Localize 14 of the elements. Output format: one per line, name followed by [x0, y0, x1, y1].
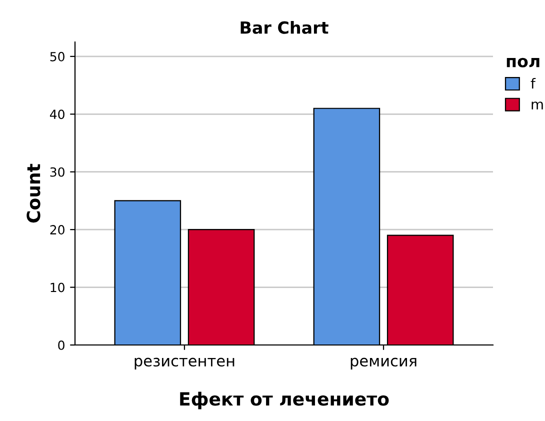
y-tick-label: 10: [50, 282, 64, 292]
legend-label: f: [530, 78, 536, 89]
legend-title: пол: [506, 58, 540, 68]
y-axis-title: Count: [26, 164, 40, 223]
y-tick-label: 40: [50, 110, 64, 120]
y-tick-label: 50: [50, 52, 64, 62]
y-tick-label: 0: [58, 340, 64, 350]
legend-label: m: [532, 102, 543, 110]
y-tick-label: 20: [50, 225, 64, 234]
chart-title: Bar Chart: [240, 21, 328, 34]
x-axis-title: Ефект от лечението: [180, 392, 389, 410]
x-tick-label: резистентен: [134, 358, 234, 370]
y-tick-label: 30: [50, 167, 64, 177]
x-tick-label: ремисия: [350, 358, 416, 370]
